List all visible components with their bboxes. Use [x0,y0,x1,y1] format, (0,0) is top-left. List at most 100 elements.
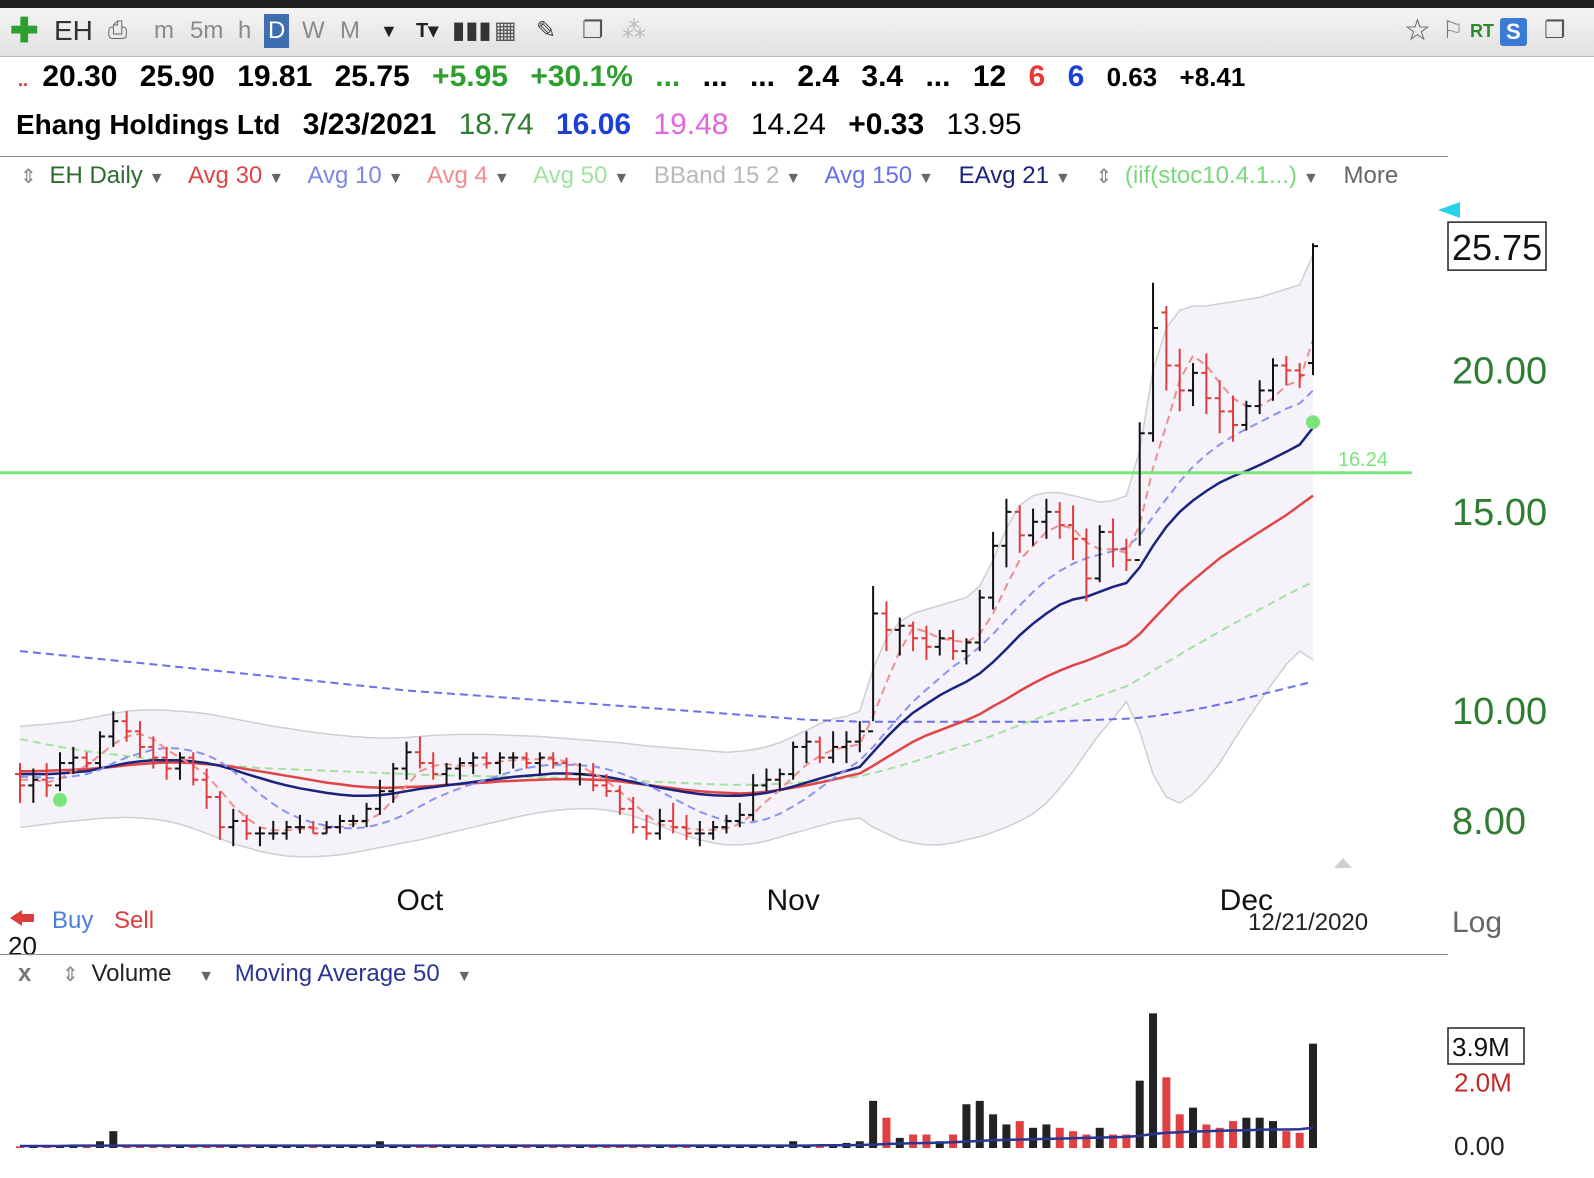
volume-bar [1042,1124,1051,1148]
quote-change-pct: +30.1% [530,60,633,93]
legend-item-avg-30[interactable]: Avg 30 ▼ [188,162,284,189]
legend-item-avg-50[interactable]: Avg 50 ▼ [533,162,629,189]
interval-weekly[interactable]: W [302,17,325,44]
volume-bar [1109,1134,1118,1148]
legend-item-avg-150[interactable]: Avg 150 ▼ [825,162,934,189]
volume-bar [1135,1080,1144,1148]
volume-bar [1149,1013,1158,1148]
share-icon[interactable]: ⁂ [622,17,646,44]
volume-bar [869,1100,878,1148]
volume-bar [1015,1121,1024,1148]
series-line-avg-4 [20,339,1314,832]
volume-bar [975,1100,984,1148]
window-restore-icon[interactable]: ❐ [1544,17,1566,44]
text-tool-icon[interactable]: T▾ [416,20,439,42]
legend-label: Avg 30 [187,162,263,189]
legend-item-bband[interactable]: BBand 15 2 ▼ [654,162,801,189]
interval-5-minute[interactable]: 5m [190,17,224,44]
legend-label: BBand 15 2 [653,162,780,189]
quote-count-3: 6 [1067,60,1085,93]
legend-item-avg-10[interactable]: Avg 10 ▼ [307,162,403,189]
volume-bar [149,1146,158,1148]
volume-bar [1162,1077,1171,1148]
header-separator [0,156,1448,157]
volume-bar [482,1146,491,1148]
interval-monthly[interactable]: M [340,17,360,44]
quote-lead-dots: .. [18,70,29,90]
quote-close: 25.75 [334,60,410,93]
volume-bar [122,1146,131,1148]
quote-count-1: 12 [972,60,1007,93]
volume-bar [722,1146,731,1148]
dropdown-icon[interactable]: ▼ [456,968,473,985]
pencil-icon[interactable]: ✎ [536,17,557,44]
last-price-box [1447,221,1547,271]
volume-bar [255,1146,264,1148]
legend-item-eavg-21[interactable]: EAvg 21 ▼ [959,162,1071,189]
move-handle-icon[interactable]: ⇕ [1095,166,1113,188]
quote-low: 19.81 [237,60,313,93]
volume-bar [989,1114,998,1148]
quote-stat-4: 14.24 [750,108,826,141]
volume-bar [215,1146,224,1148]
print-icon[interactable]: ⎙ [108,17,128,44]
volume-bar [642,1146,651,1148]
volume-ma-label[interactable]: Moving Average 50 [234,960,440,987]
volume-bar [629,1146,638,1148]
legend-item-eh-daily[interactable]: EH Daily ▼ [49,162,164,189]
volume-bar [429,1146,438,1148]
x-tick-label: Dec [1220,884,1273,917]
volume-bar [135,1146,144,1148]
close-volume-panel-button[interactable]: x [18,960,32,987]
volume-bar [682,1146,691,1148]
flag-icon[interactable]: ⚐ [1442,17,1464,44]
series-line-avg-30 [20,494,1314,795]
y-tick-label: 10.00 [1452,691,1547,733]
series-line-eavg-21 [20,426,1314,798]
volume-bar [442,1146,451,1148]
volume-bar [522,1146,531,1148]
quote-stat-6: 13.95 [946,108,1022,141]
volume-bar [549,1146,558,1148]
volume-label[interactable]: Volume [91,960,172,987]
table-icon[interactable]: ▦ [494,17,517,44]
interval-hour[interactable]: h [238,17,252,44]
dropdown-icon[interactable]: ▼ [198,968,215,985]
sell-label: Sell [114,907,154,934]
move-handle-icon[interactable]: ⇕ [20,166,37,188]
legend-item-stoch-formula[interactable]: (iif(stoc10.4.1...) ▼ [1125,162,1319,189]
quote-stat-5: +0.33 [848,108,925,141]
legend-item-avg-4[interactable]: Avg 4 ▼ [427,162,510,189]
window-icon[interactable]: ❐ [582,17,604,44]
interval-dropdown-icon[interactable]: ▼ [380,21,398,41]
legend-label: Avg 50 [533,162,608,189]
add-icon[interactable]: ✚ [10,12,39,50]
volume-bar [1282,1131,1291,1148]
interval-daily[interactable]: D [264,14,290,48]
dropdown-icon: ▼ [387,170,404,187]
series-line-avg-10 [20,389,1314,830]
symbol-input[interactable]: EH [54,15,93,46]
volume-bar [349,1146,358,1148]
interval-minute[interactable]: m [154,17,174,44]
legend-more-button[interactable]: More [1344,162,1399,189]
volume-bar [962,1104,971,1148]
scale-toggle-label: Log [1452,906,1502,939]
volume-bar [189,1146,198,1148]
realtime-toggle[interactable]: RT [1470,21,1494,41]
volume-bar [402,1146,411,1148]
volume-bar [655,1146,664,1148]
volume-bar [1215,1127,1224,1148]
volume-bar [1295,1132,1304,1148]
signal-dot [1306,415,1320,430]
move-handle-icon[interactable]: ⇕ [62,964,79,986]
volume-bar [109,1131,118,1148]
series-line-bband-15-2-lower [19,650,1314,858]
volume-bar [749,1146,758,1148]
dropdown-icon: ▼ [493,170,510,187]
s-button[interactable]: S [1500,18,1527,46]
quote-dots-2: ... [702,60,728,93]
y-tick-label: 20.00 [1452,350,1547,392]
star-icon[interactable]: ☆ [1404,14,1431,47]
bar-style-icon[interactable]: ▮▮▮ [452,17,492,44]
